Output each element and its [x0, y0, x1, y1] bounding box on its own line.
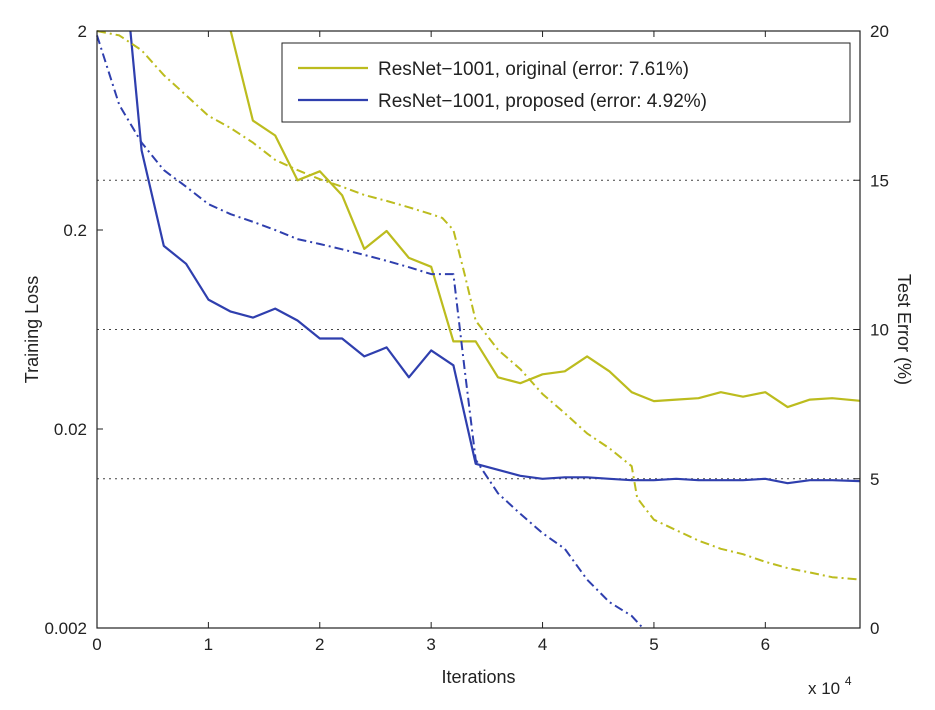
right-y-axis-title: Test Error (%) — [894, 274, 914, 385]
x-tick-label: 6 — [761, 635, 770, 654]
x-tick-label: 4 — [538, 635, 547, 654]
right-y-tick-label: 0 — [870, 619, 879, 638]
left-y-tick-label: 0.02 — [54, 420, 87, 439]
left-y-axis-title: Training Loss — [22, 276, 42, 383]
legend: ResNet−1001, original (error: 7.61%) Res… — [281, 42, 851, 123]
x-tick-label: 2 — [315, 635, 324, 654]
left-y-tick-label: 2 — [78, 22, 87, 41]
series-line-test-error-percent-proposed — [129, 30, 861, 485]
grid-lines — [97, 179, 860, 480]
x-axis-multiplier: x 10 4 — [808, 674, 852, 698]
tick-labels: 0 1 2 3 4 5 6 2 0.2 0.02 0.002 20 15 10 5 0 — [44, 22, 888, 654]
right-y-tick-label: 15 — [870, 171, 889, 190]
x-tick-label: 3 — [426, 635, 435, 654]
legend-label-original: ResNet−1001, original (error: 7.61%) — [378, 59, 689, 80]
legend-box — [281, 42, 851, 123]
left-y-tick-label: 0.2 — [63, 221, 87, 240]
x-axis-multiplier-base: x 10 — [808, 679, 840, 698]
right-y-tick-label: 5 — [870, 470, 879, 489]
series-line-training-loss-proposed — [96, 35, 644, 629]
right-y-tick-label: 10 — [870, 321, 889, 340]
left-y-tick-label: 0.002 — [44, 619, 87, 638]
x-tick-label: 1 — [204, 635, 213, 654]
x-axis-title: Iterations — [441, 667, 515, 687]
x-tick-label: 0 — [92, 635, 101, 654]
series-line-test-error-percent-original — [229, 30, 861, 409]
series-line-training-loss-original — [96, 30, 861, 581]
x-tick-label: 5 — [649, 635, 658, 654]
x-axis-multiplier-exponent: 4 — [845, 674, 852, 688]
right-y-tick-label: 20 — [870, 22, 889, 41]
legend-label-proposed: ResNet−1001, proposed (error: 4.92%) — [378, 91, 707, 112]
series-layer — [96, 30, 861, 629]
tick-marks — [96, 30, 860, 629]
